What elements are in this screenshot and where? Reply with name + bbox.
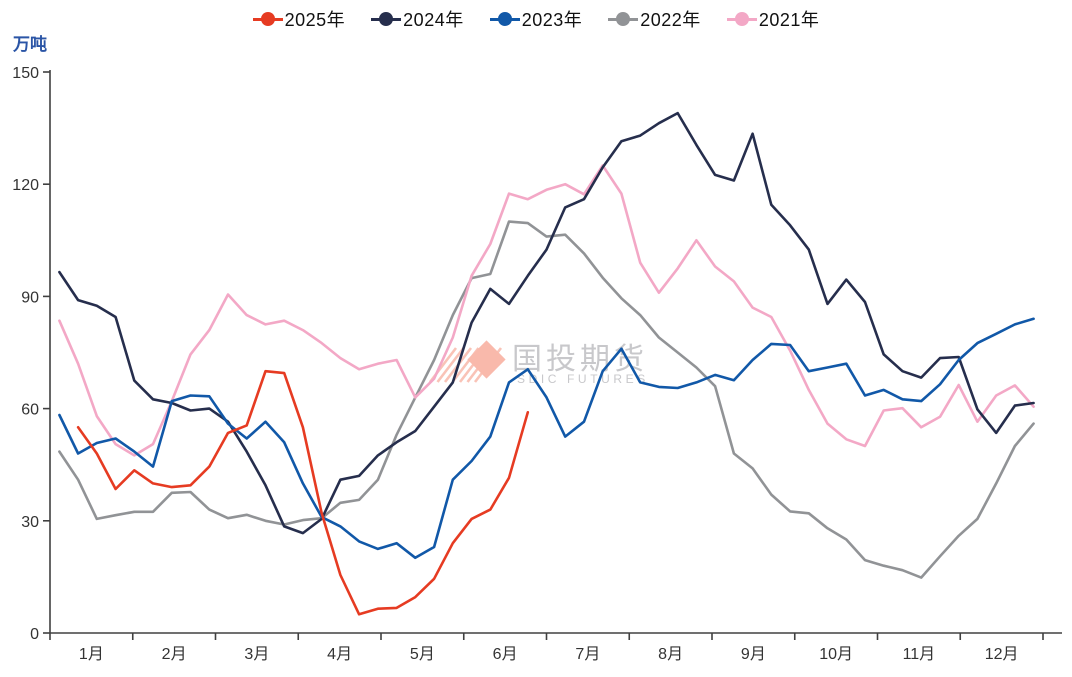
series-line-2021 xyxy=(58,164,1035,457)
x-month-label: 10月 xyxy=(819,646,853,663)
y-tick-label: 0 xyxy=(30,626,39,643)
legend-label: 2022年 xyxy=(640,10,701,30)
x-month-label: 3月 xyxy=(244,646,269,663)
legend-item-2025: 2025年 xyxy=(252,6,346,32)
x-month-label: 12月 xyxy=(985,646,1019,663)
legend-marker-icon xyxy=(489,12,520,26)
watermark-diamond-icon xyxy=(467,340,506,379)
x-month-label: 11月 xyxy=(903,646,936,663)
y-tick-label: 90 xyxy=(21,289,39,306)
x-month-label: 5月 xyxy=(410,646,435,663)
legend-marker-icon xyxy=(726,12,757,26)
legend-item-2024: 2024年 xyxy=(371,6,464,32)
x-month-label: 8月 xyxy=(658,646,683,663)
legend-item-2022: 2022年 xyxy=(608,6,701,32)
series-line-2024 xyxy=(58,111,1035,535)
legend-marker-icon xyxy=(371,12,402,26)
legend-label: 2024年 xyxy=(403,10,464,30)
legend: 2025年 2024年 2023年 2022年 2021年 xyxy=(0,6,1072,32)
axes: 0 30 60 90 120 150 1月 2月 3月 4月 5月 6月 7月 8月 9月 10月 11月 12月 xyxy=(12,65,1062,663)
legend-marker-icon xyxy=(608,12,639,26)
x-month-label: 2月 xyxy=(162,646,187,663)
y-axis-unit-label: 万吨 xyxy=(13,35,47,54)
series-line-2023 xyxy=(58,317,1035,560)
legend-item-2023: 2023年 xyxy=(489,6,583,32)
y-tick-label: 150 xyxy=(12,65,39,82)
x-month-label: 1月 xyxy=(79,646,104,663)
y-tick-label: 120 xyxy=(12,177,39,194)
series-line-2022 xyxy=(58,220,1035,579)
legend-label: 2025年 xyxy=(284,10,346,30)
x-month-label: 6月 xyxy=(493,646,518,663)
y-tick-label: 30 xyxy=(21,514,39,531)
x-month-label: 4月 xyxy=(327,646,352,663)
series-line-2025 xyxy=(76,369,530,616)
x-month-label: 7月 xyxy=(575,646,600,663)
legend-label: 2021年 xyxy=(758,10,820,30)
watermark-hatch-icon xyxy=(436,347,465,383)
y-tick-label: 60 xyxy=(21,402,39,419)
legend-marker-icon xyxy=(252,12,283,26)
legend-item-2021: 2021年 xyxy=(726,6,820,32)
watermark-en-text: SDIC FUTURES xyxy=(517,372,649,386)
x-month-label: 9月 xyxy=(741,646,766,663)
legend-label: 2023年 xyxy=(521,10,583,30)
